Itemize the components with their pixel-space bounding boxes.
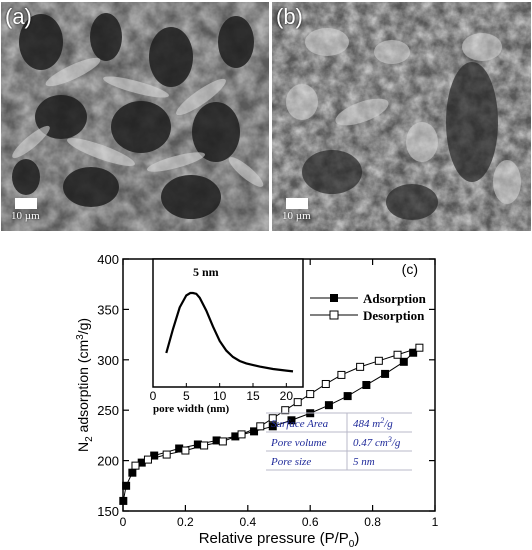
x-tick-label: 1 xyxy=(432,515,439,529)
panel-label-a: (a) xyxy=(5,4,32,29)
inset-x-tick-label: 10 xyxy=(213,389,227,403)
scale-bar-b xyxy=(286,198,308,209)
y-tick-label: 350 xyxy=(97,302,119,317)
legend-label-adsorption: Adsorption xyxy=(363,291,427,306)
sem-texture-a xyxy=(1,2,269,231)
panel-label-b: (b) xyxy=(276,4,303,29)
y-axis-label: N2 adsorption (cm3/g) xyxy=(75,318,95,452)
y-tick-label: 150 xyxy=(97,504,119,519)
point-desorption xyxy=(162,450,171,459)
legend: Adsorption Desorption xyxy=(310,291,427,323)
point-adsorption xyxy=(250,427,259,436)
point-desorption xyxy=(218,437,227,446)
table-value-pore-size: 5 nm xyxy=(353,456,375,468)
point-desorption xyxy=(200,441,209,450)
table-value-pore-volume: 0.47 cm3/g xyxy=(353,435,401,449)
table-label-pore-volume: Pore volume xyxy=(270,437,327,449)
point-desorption xyxy=(321,379,330,388)
x-tick-label: 0 xyxy=(120,515,127,529)
point-desorption xyxy=(293,398,302,407)
y-tick-label: 400 xyxy=(97,252,119,267)
legend-marker-desorption xyxy=(329,310,339,320)
sem-texture-b xyxy=(272,2,531,231)
inset-x-label: pore width (nm) xyxy=(153,403,230,415)
point-adsorption xyxy=(399,357,408,366)
x-tick-label: 0.8 xyxy=(364,515,381,529)
point-desorption xyxy=(415,343,424,352)
point-adsorption xyxy=(128,468,137,477)
point-adsorption xyxy=(119,496,128,505)
porosity-table: Surface Area 484 m2/g Pore volume 0.47 c… xyxy=(266,412,412,471)
scale-label-b: 10 µm xyxy=(282,210,311,222)
point-adsorption xyxy=(343,392,352,401)
point-adsorption xyxy=(362,381,371,389)
point-desorption xyxy=(237,430,246,439)
point-desorption xyxy=(374,356,383,365)
point-adsorption xyxy=(268,422,277,431)
x-tick-label: 0.2 xyxy=(177,515,194,529)
inset-x-tick-label: 0 xyxy=(150,389,157,403)
sem-image-a: (a) 10 µm xyxy=(1,2,269,231)
inset-plot: 5 nm 0 5 10 15 20 pore width (nm) xyxy=(150,258,304,415)
legend-label-desorption: Desorption xyxy=(363,308,425,323)
table-label-surface-area: Surface Area xyxy=(271,418,329,430)
legend-marker-adsorption xyxy=(330,294,338,302)
point-desorption xyxy=(143,455,152,464)
point-adsorption xyxy=(287,416,296,425)
inset-x-tick-label: 15 xyxy=(246,389,260,403)
point-desorption xyxy=(281,406,290,415)
point-desorption xyxy=(181,446,190,455)
point-desorption xyxy=(306,390,315,399)
point-adsorption xyxy=(324,401,333,410)
point-adsorption xyxy=(122,481,131,490)
point-adsorption xyxy=(150,451,159,460)
chart-panel-label: (c) xyxy=(402,261,418,277)
inset-x-tick-label: 5 xyxy=(183,389,190,403)
inset-title: 5 nm xyxy=(193,265,219,279)
point-desorption xyxy=(268,414,277,423)
inset-x-axis: 0 5 10 15 20 xyxy=(150,383,294,403)
scale-bar-a xyxy=(15,198,37,209)
scale-label-a: 10 µm xyxy=(11,210,40,222)
table-value-surface-area: 484 m2/g xyxy=(353,416,393,430)
x-tick-label: 0.4 xyxy=(239,515,256,529)
y-tick-label: 250 xyxy=(97,403,119,418)
inset-x-tick-label: 20 xyxy=(280,389,294,403)
point-desorption xyxy=(131,461,140,470)
inset-frame xyxy=(152,258,304,388)
point-desorption xyxy=(337,370,346,379)
inset-curve xyxy=(165,291,294,373)
point-desorption xyxy=(356,362,365,371)
y-tick-label: 200 xyxy=(97,454,119,469)
point-adsorption xyxy=(381,369,390,378)
x-tick-label: 0.6 xyxy=(302,515,319,529)
point-desorption xyxy=(393,350,402,359)
point-desorption xyxy=(256,422,265,431)
sem-image-b: (b) 10 µm xyxy=(272,2,531,231)
x-axis-label: Relative pressure (P/P0) xyxy=(199,530,360,550)
y-tick-label: 300 xyxy=(97,353,119,368)
x-axis: 0 0.2 0.4 0.6 0.8 1 xyxy=(120,259,439,529)
table-label-pore-size: Pore size xyxy=(270,456,311,468)
